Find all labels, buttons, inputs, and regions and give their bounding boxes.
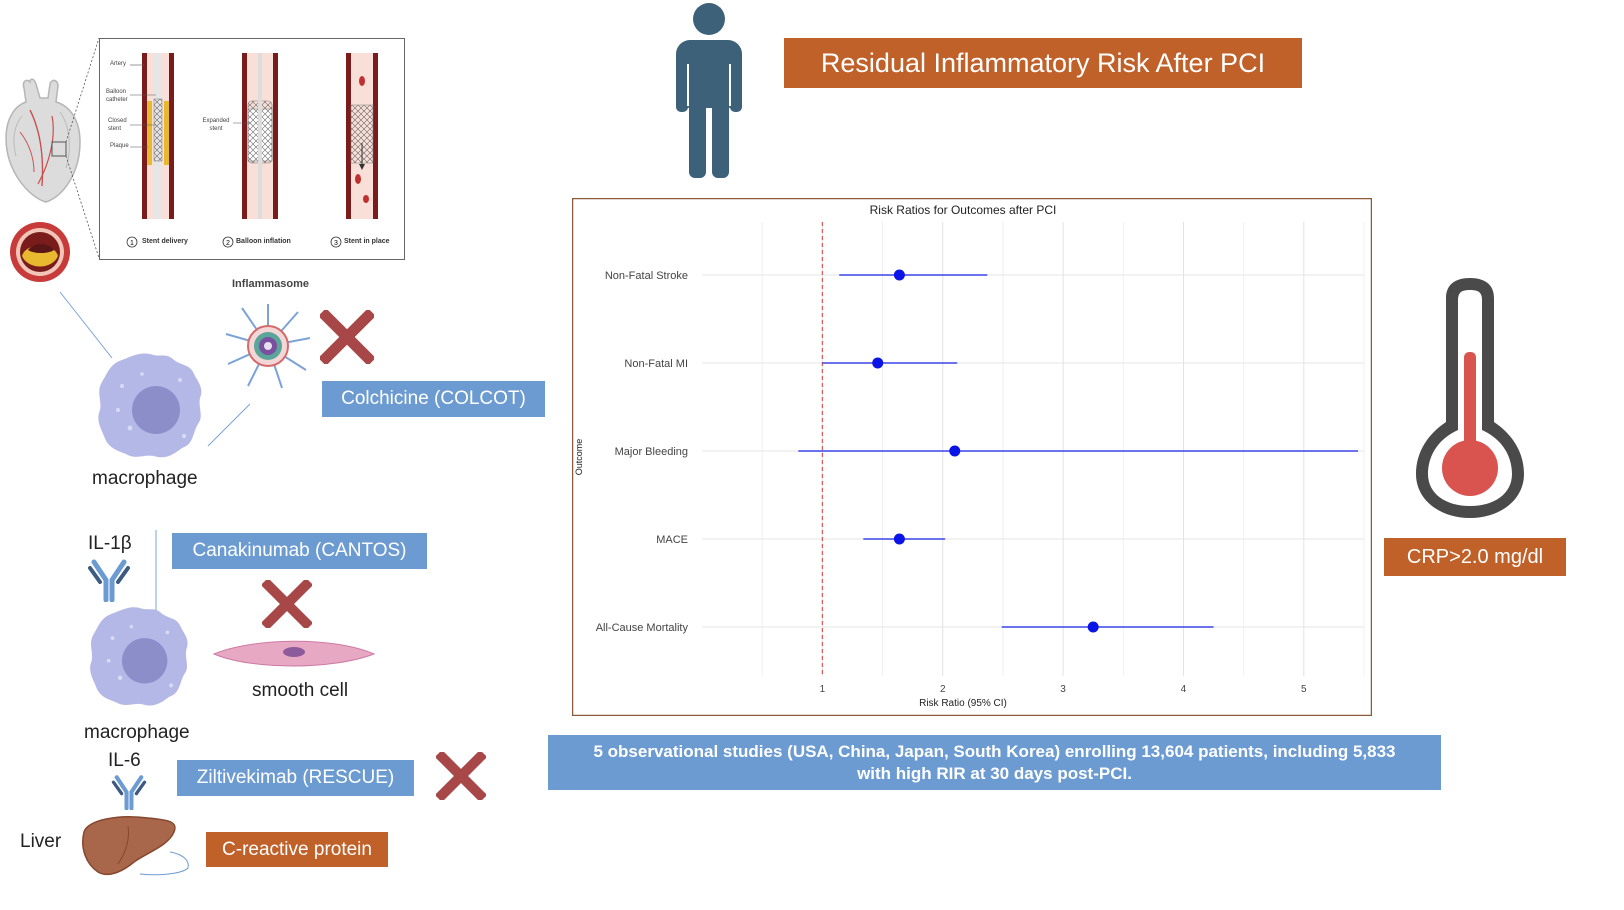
point-estimate xyxy=(1087,621,1099,633)
forest-plot: Non-Fatal Stroke Non-Fatal MI Major Bleedi… xyxy=(572,198,1372,716)
stent-step-2: Balloon inflation xyxy=(236,238,291,245)
stent-illustration: 1 2 3 xyxy=(126,53,378,248)
antibody-icon-il1b xyxy=(88,559,130,602)
outcome-tick-label: All-Cause Mortality xyxy=(596,622,689,634)
block-cross-icon-ziltivekimab xyxy=(436,752,486,800)
stent-step-3: Stent in place xyxy=(344,238,390,245)
macrophage-bottom-label: macrophage xyxy=(84,722,190,743)
connector-lines xyxy=(59,291,251,618)
colchicine-label: Colchicine (COLCOT) xyxy=(322,381,545,417)
svg-text:1: 1 xyxy=(130,240,134,247)
stent-label-plaque: Plaque xyxy=(110,143,129,149)
stent-label-closed-stent: Closed stent xyxy=(108,118,127,132)
stent-label-expanded-stent: Expanded stent xyxy=(202,118,230,132)
macrophage-top-label: macrophage xyxy=(92,468,198,489)
il1b-label: IL-1β xyxy=(88,533,132,554)
heart-icon xyxy=(5,78,81,203)
outcome-tick-label: Non-Fatal MI xyxy=(624,358,688,370)
plot-frame xyxy=(572,198,1372,716)
chart-title: Risk Ratios for Outcomes after PCI xyxy=(870,203,1057,217)
inflammasome-label: Inflammasome xyxy=(232,278,310,290)
block-cross-icon-canakinumab xyxy=(262,580,312,628)
svg-text:3: 3 xyxy=(334,240,338,247)
outcome-tick-label: Major Bleeding xyxy=(615,446,688,458)
stent-label-artery: Artery xyxy=(110,61,127,67)
person-icon xyxy=(676,3,742,178)
y-axis-label: Outcome xyxy=(574,439,584,476)
svg-text:2: 2 xyxy=(226,240,230,247)
x-tick-label: 3 xyxy=(1060,684,1066,695)
artery-cross-section-icon xyxy=(10,222,70,282)
block-cross-icon-colchicine xyxy=(320,310,374,364)
thermometer-icon xyxy=(1416,278,1524,518)
x-tick-label: 4 xyxy=(1181,684,1187,695)
macrophage-top-icon xyxy=(98,353,202,458)
ziltivekimab-label: Ziltivekimab (RESCUE) xyxy=(177,760,414,796)
outcome-tick-label: Non-Fatal Stroke xyxy=(605,270,688,282)
outcome-tick-label: MACE xyxy=(656,534,688,546)
point-estimate xyxy=(872,357,884,369)
x-tick-label: 2 xyxy=(940,684,946,695)
studies-summary-line2: with high RIR at 30 days post-PCI. xyxy=(857,764,1132,783)
crp-threshold-label: CRP>2.0 mg/dl xyxy=(1384,538,1566,576)
crp-label: C-reactive protein xyxy=(206,832,388,867)
liver-icon xyxy=(82,816,189,876)
point-estimate xyxy=(893,269,905,281)
stent-step-1: Stent delivery xyxy=(142,238,188,245)
studies-summary-line1: 5 observational studies (USA, China, Jap… xyxy=(593,742,1396,761)
point-estimate xyxy=(949,445,961,457)
stent-label-balloon-catheter: Balloon catheter xyxy=(106,89,128,103)
page-title: Residual Inflammatory Risk After PCI xyxy=(784,38,1302,88)
smooth-cell-icon xyxy=(212,640,376,667)
antibody-icon-il6 xyxy=(111,775,147,810)
studies-summary-box: 5 observational studies (USA, China, Jap… xyxy=(548,735,1441,790)
macrophage-bottom-icon xyxy=(90,607,188,706)
x-axis-label: Risk Ratio (95% CI) xyxy=(919,698,1007,709)
x-tick-label: 1 xyxy=(820,684,826,695)
canakinumab-label: Canakinumab (CANTOS) xyxy=(172,533,427,569)
liver-label: Liver xyxy=(20,831,62,852)
zoom-lines xyxy=(65,37,100,259)
x-tick-label: 5 xyxy=(1301,684,1307,695)
point-estimate xyxy=(893,533,905,545)
il6-label: IL-6 xyxy=(108,750,141,771)
smooth-cell-label: smooth cell xyxy=(252,680,349,701)
inflammasome-icon xyxy=(225,304,311,389)
